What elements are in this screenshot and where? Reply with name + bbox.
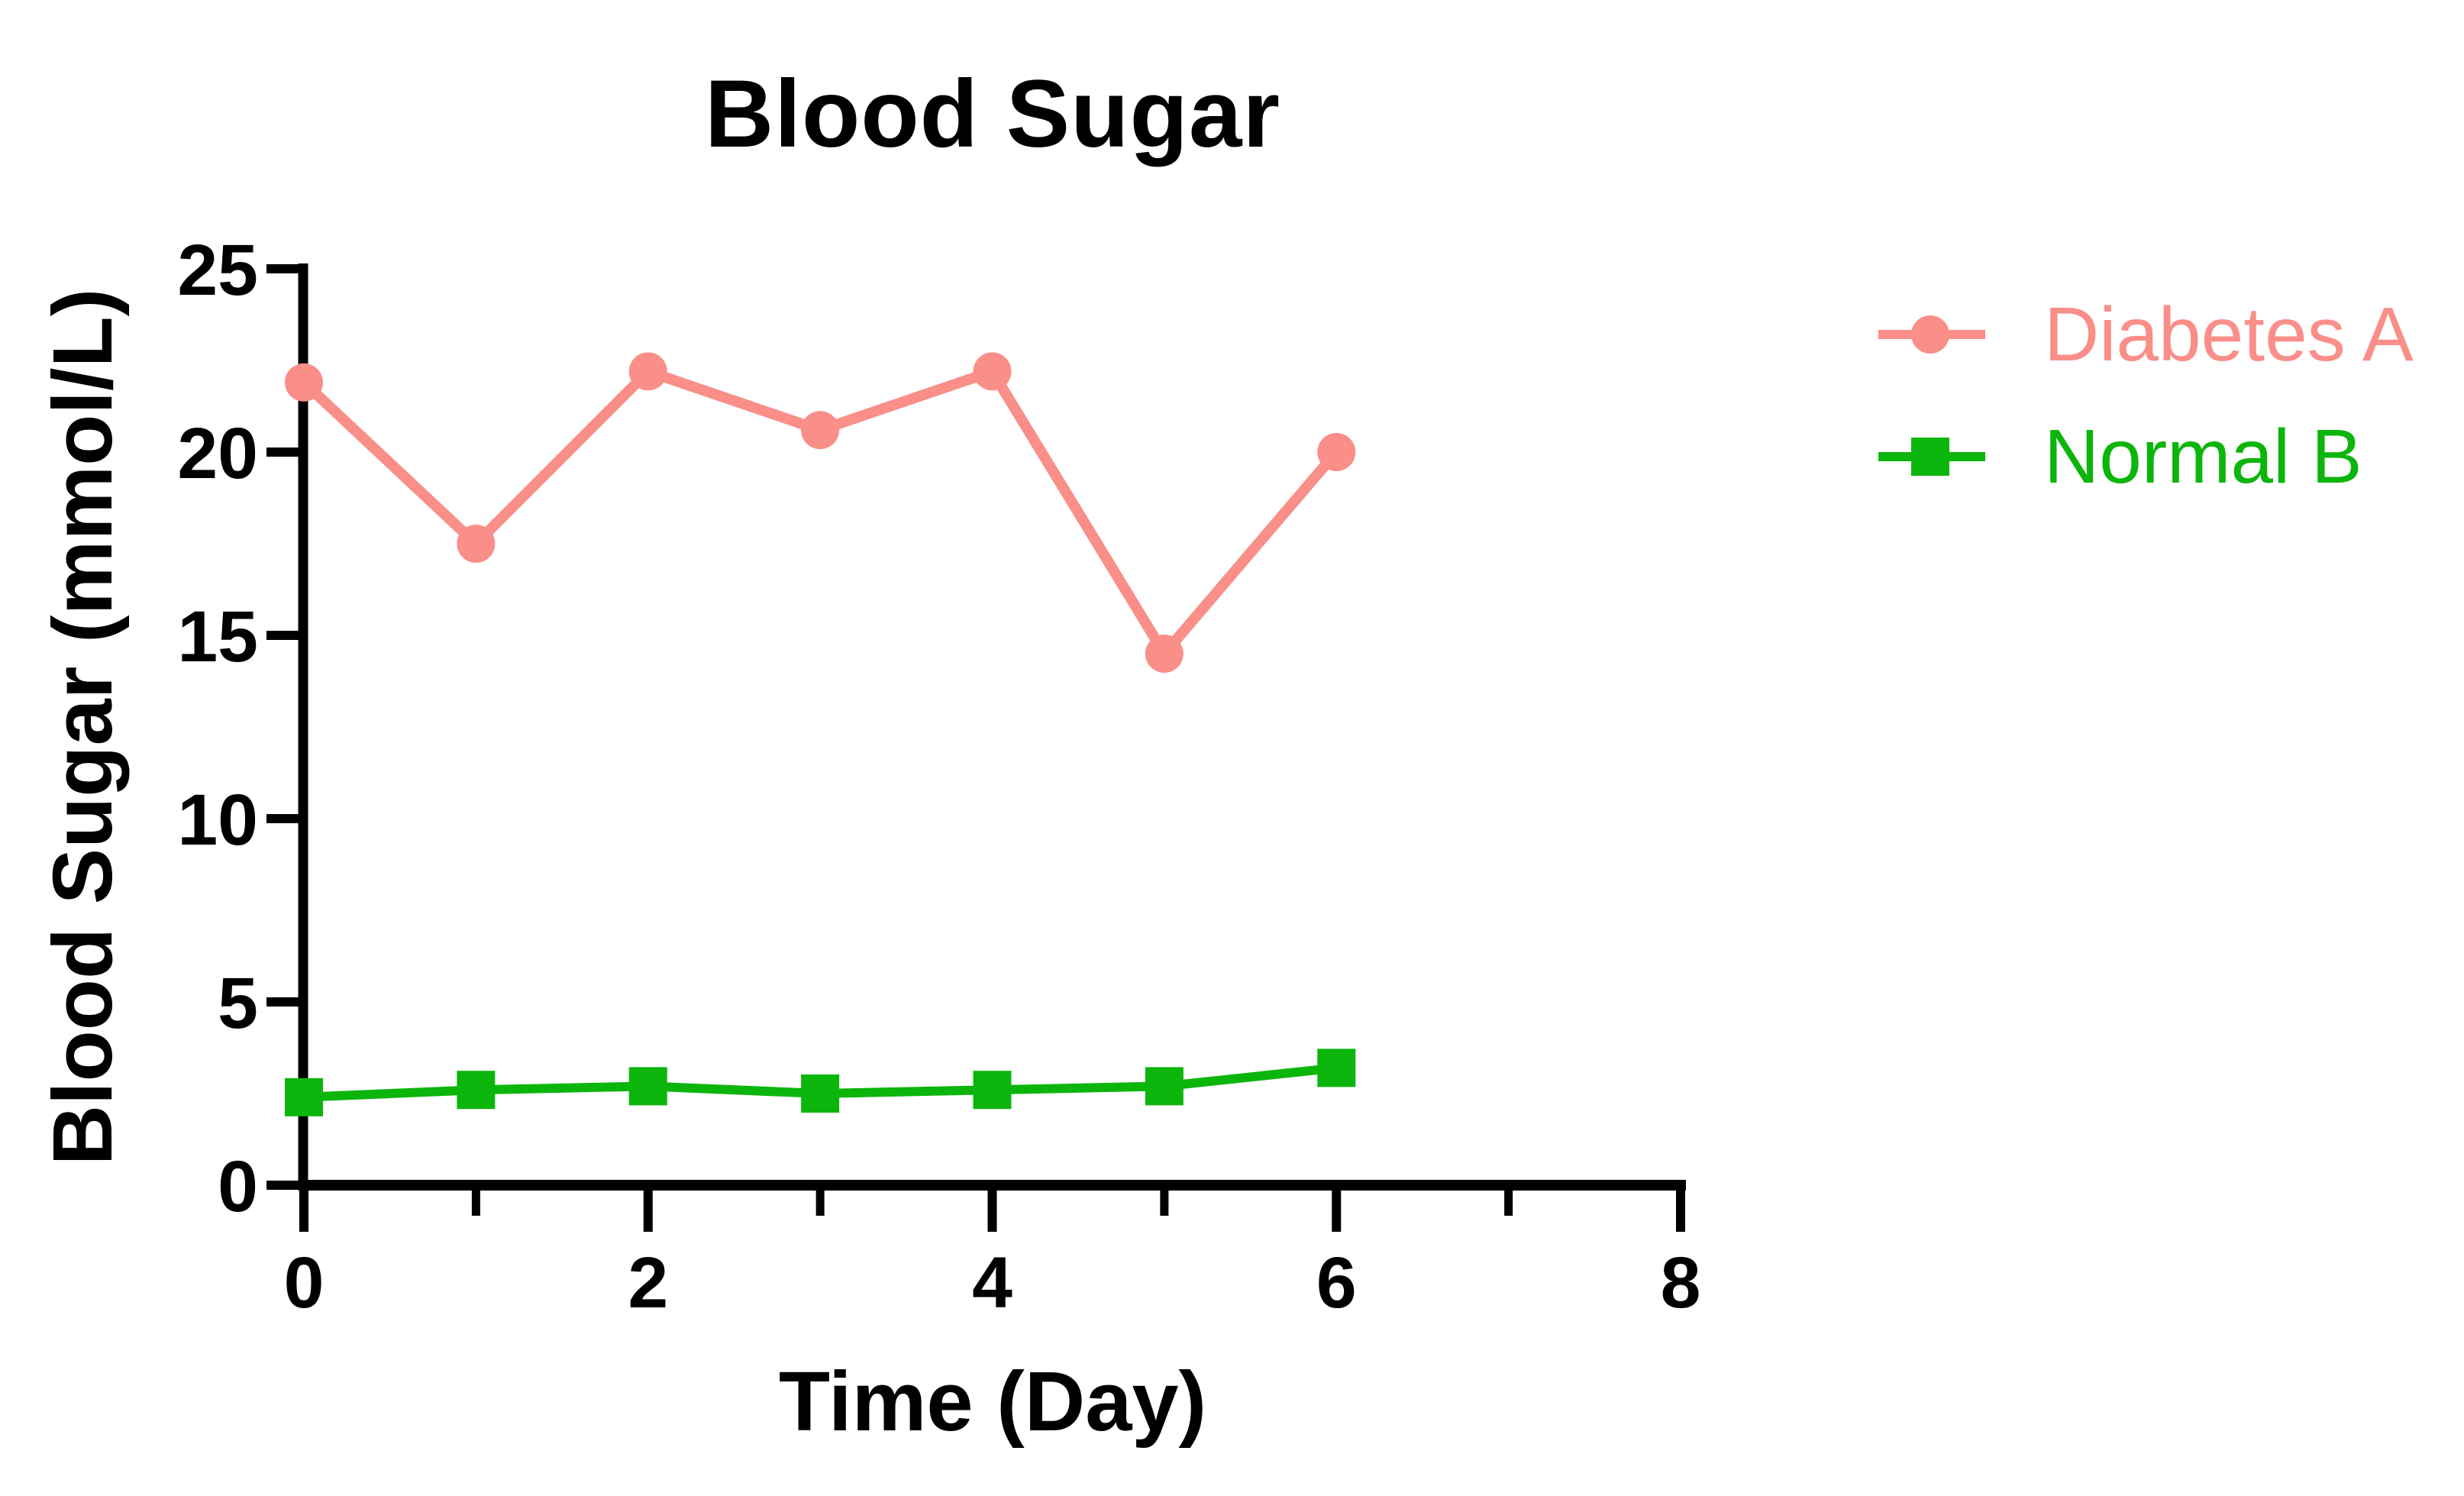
data-point-square [801, 1074, 840, 1113]
legend-item-diabetes-a: Diabetes A [1875, 273, 2414, 396]
data-point-circle [801, 411, 840, 450]
legend: Diabetes A Normal B [1875, 273, 2414, 518]
chart-title: Blood Sugar [704, 61, 1281, 167]
y-tick-label: 5 [218, 963, 258, 1044]
y-tick-label: 25 [177, 230, 258, 311]
x-tick-label: 4 [972, 1242, 1012, 1323]
data-point-circle [285, 363, 323, 402]
x-tick-label: 8 [1661, 1242, 1701, 1323]
y-tick-label: 20 [177, 413, 258, 494]
y-tick-label: 10 [177, 780, 258, 861]
legend-marker-square-icon [1878, 438, 1985, 476]
data-point-circle [457, 525, 496, 563]
data-point-circle [973, 352, 1012, 391]
y-tick-label: 0 [218, 1146, 258, 1227]
x-tick-label: 2 [628, 1242, 668, 1323]
y-axis-title: Blood Sugar (mmol/L) [36, 288, 130, 1166]
x-tick-label: 0 [284, 1242, 325, 1323]
data-point-circle [1317, 433, 1356, 471]
data-point-square [973, 1071, 1012, 1110]
legend-marker-circle-icon [1878, 315, 1985, 354]
legend-item-normal-b: Normal B [1875, 396, 2414, 518]
data-point-circle [628, 352, 667, 391]
y-tick-label: 15 [177, 596, 258, 677]
data-point-square [628, 1067, 667, 1106]
x-tick-label: 6 [1316, 1242, 1357, 1323]
legend-label-normal-b: Normal B [2044, 413, 2362, 499]
data-point-circle [1145, 635, 1184, 673]
data-point-square [457, 1071, 496, 1110]
legend-label-diabetes-a: Diabetes A [2044, 291, 2414, 377]
x-axis-title: Time (Day) [778, 1355, 1207, 1449]
data-point-square [1145, 1067, 1184, 1106]
data-point-square [285, 1078, 323, 1116]
data-point-square [1317, 1048, 1356, 1087]
